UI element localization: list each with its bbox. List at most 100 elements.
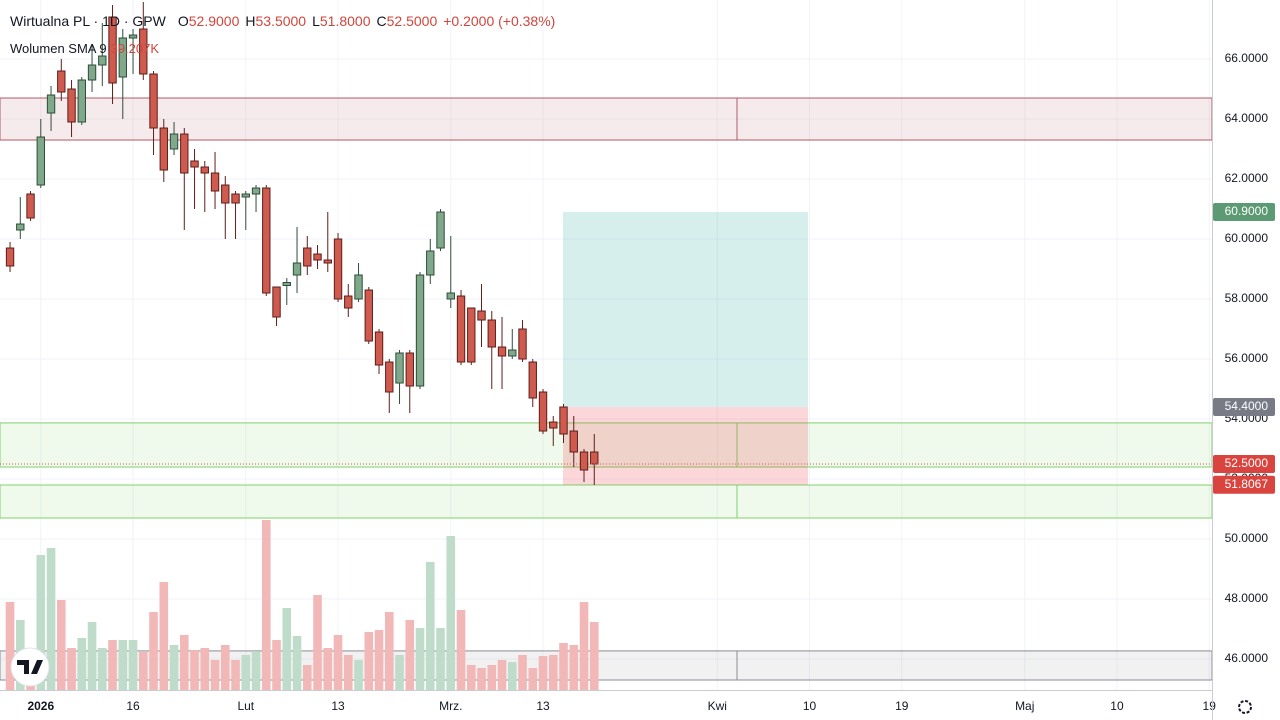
candle-body <box>67 88 76 123</box>
x-tick-label: 10 <box>1110 699 1124 713</box>
x-tick-label: 13 <box>331 699 345 713</box>
settings-icon[interactable] <box>1238 700 1252 714</box>
volume-bar <box>425 562 435 690</box>
volume-bar <box>456 610 466 690</box>
candle-body <box>508 349 517 357</box>
x-tick-label: Kwi <box>708 699 727 713</box>
candle-body <box>292 262 302 276</box>
volume-bar <box>466 665 476 690</box>
zone <box>0 422 1213 468</box>
volume-bar <box>405 620 415 690</box>
y-tick-label: 60.0000 <box>1225 231 1269 245</box>
volume-bar <box>149 612 158 690</box>
x-tick-label: 19 <box>895 699 909 713</box>
candle-body <box>344 295 353 309</box>
candle-body <box>467 307 476 363</box>
volume-bar <box>446 536 456 690</box>
volume-bar <box>323 648 333 690</box>
candle-body <box>446 292 455 300</box>
candle-body <box>374 331 384 366</box>
zone <box>0 484 1213 519</box>
stop-area <box>563 407 808 485</box>
candle-body <box>190 160 199 168</box>
ohlc-value: 53.5000 <box>255 13 307 29</box>
candle-body <box>272 286 281 318</box>
candle-body <box>241 193 250 198</box>
volume-bar <box>333 635 343 690</box>
volume-bar <box>528 668 538 690</box>
volume-bar <box>497 660 507 690</box>
volume-bar <box>179 635 189 690</box>
candle-body <box>87 64 97 81</box>
candle-body <box>57 70 66 93</box>
volume-bar <box>282 608 292 690</box>
volume-bar <box>272 640 281 690</box>
candle-body <box>354 274 363 300</box>
zone <box>0 97 1213 141</box>
x-tick-label: 19 <box>1203 699 1217 713</box>
x-tick-label: Mrz. <box>439 699 462 713</box>
ohlc-key: O <box>177 13 189 29</box>
candle-body <box>364 289 373 342</box>
volume-sma: 39.207K <box>110 41 160 56</box>
y-tick-label: 48.0000 <box>1225 591 1269 605</box>
candle-body <box>395 352 404 384</box>
price-tag-label: 60.9000 <box>1225 204 1269 218</box>
price-tag <box>1213 475 1275 494</box>
volume-bar <box>395 655 404 690</box>
candle-body <box>149 73 158 129</box>
volume-label: Wolumen SMA 9 <box>10 41 107 56</box>
y-tick-label: 62.0000 <box>1225 171 1269 185</box>
candle-body <box>139 28 148 75</box>
volume-bar <box>579 602 589 690</box>
volume-bar <box>518 655 527 690</box>
ohlc-value: 52.5000 <box>386 13 438 29</box>
ohlc-key: C <box>376 13 387 29</box>
candle-body <box>549 421 558 429</box>
candle-body <box>436 211 445 249</box>
candle-body <box>538 391 548 432</box>
y-tick-label: 58.0000 <box>1225 291 1269 305</box>
volume-bar <box>67 648 76 690</box>
candle-body <box>118 37 127 78</box>
volume-bar <box>200 648 210 690</box>
x-tick-label: 2026 <box>27 699 54 713</box>
ohlc: O52.9000 H53.5000 L51.8000 C52.5000 <box>178 13 443 29</box>
y-tick-label: 66.0000 <box>1225 51 1269 65</box>
y-tick-label: 64.0000 <box>1225 111 1269 125</box>
volume-bar <box>364 632 374 690</box>
volume-bar <box>548 655 558 690</box>
volume-bar <box>477 668 486 690</box>
candle-body <box>5 247 15 267</box>
volume-bar <box>343 655 353 690</box>
volume-bar <box>487 665 497 690</box>
ohlc-key: H <box>245 13 256 29</box>
volume-bar <box>46 548 56 690</box>
candle-body <box>46 94 56 114</box>
volume-bar <box>77 638 87 690</box>
volume-bar <box>374 630 384 690</box>
volume-bar <box>436 628 445 690</box>
candle-body <box>26 193 35 219</box>
volume-bar <box>415 628 425 690</box>
candle-body <box>16 223 25 231</box>
x-tick-label: 13 <box>536 699 550 713</box>
volume-bar <box>231 660 240 690</box>
volume-bar <box>36 555 46 690</box>
volume-bar <box>118 640 128 690</box>
candle-body <box>323 259 332 264</box>
y-tick-label: 50.0000 <box>1225 531 1269 545</box>
candle-body <box>221 184 230 204</box>
volume-bar <box>559 643 568 690</box>
symbol-title: Wirtualna PL · 1D · GPW <box>10 13 166 29</box>
candle-body <box>36 136 45 186</box>
volume-bar <box>241 655 251 690</box>
candle-body <box>477 310 486 321</box>
volume-bar <box>251 652 261 690</box>
candle-body <box>497 346 507 357</box>
candle-body <box>385 361 394 393</box>
volume-bar <box>261 520 271 690</box>
candle-body <box>303 247 312 267</box>
price-tag <box>1213 398 1275 417</box>
